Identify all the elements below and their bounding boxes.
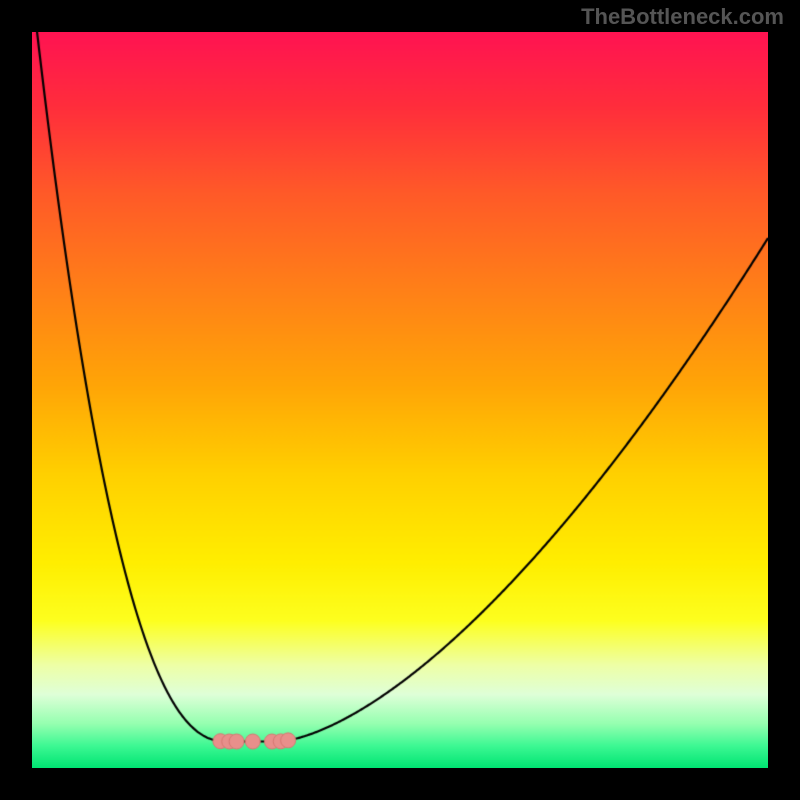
chart-stage: TheBottleneck.com xyxy=(0,0,800,800)
curve-layer xyxy=(32,32,768,768)
watermark-text: TheBottleneck.com xyxy=(581,4,784,30)
